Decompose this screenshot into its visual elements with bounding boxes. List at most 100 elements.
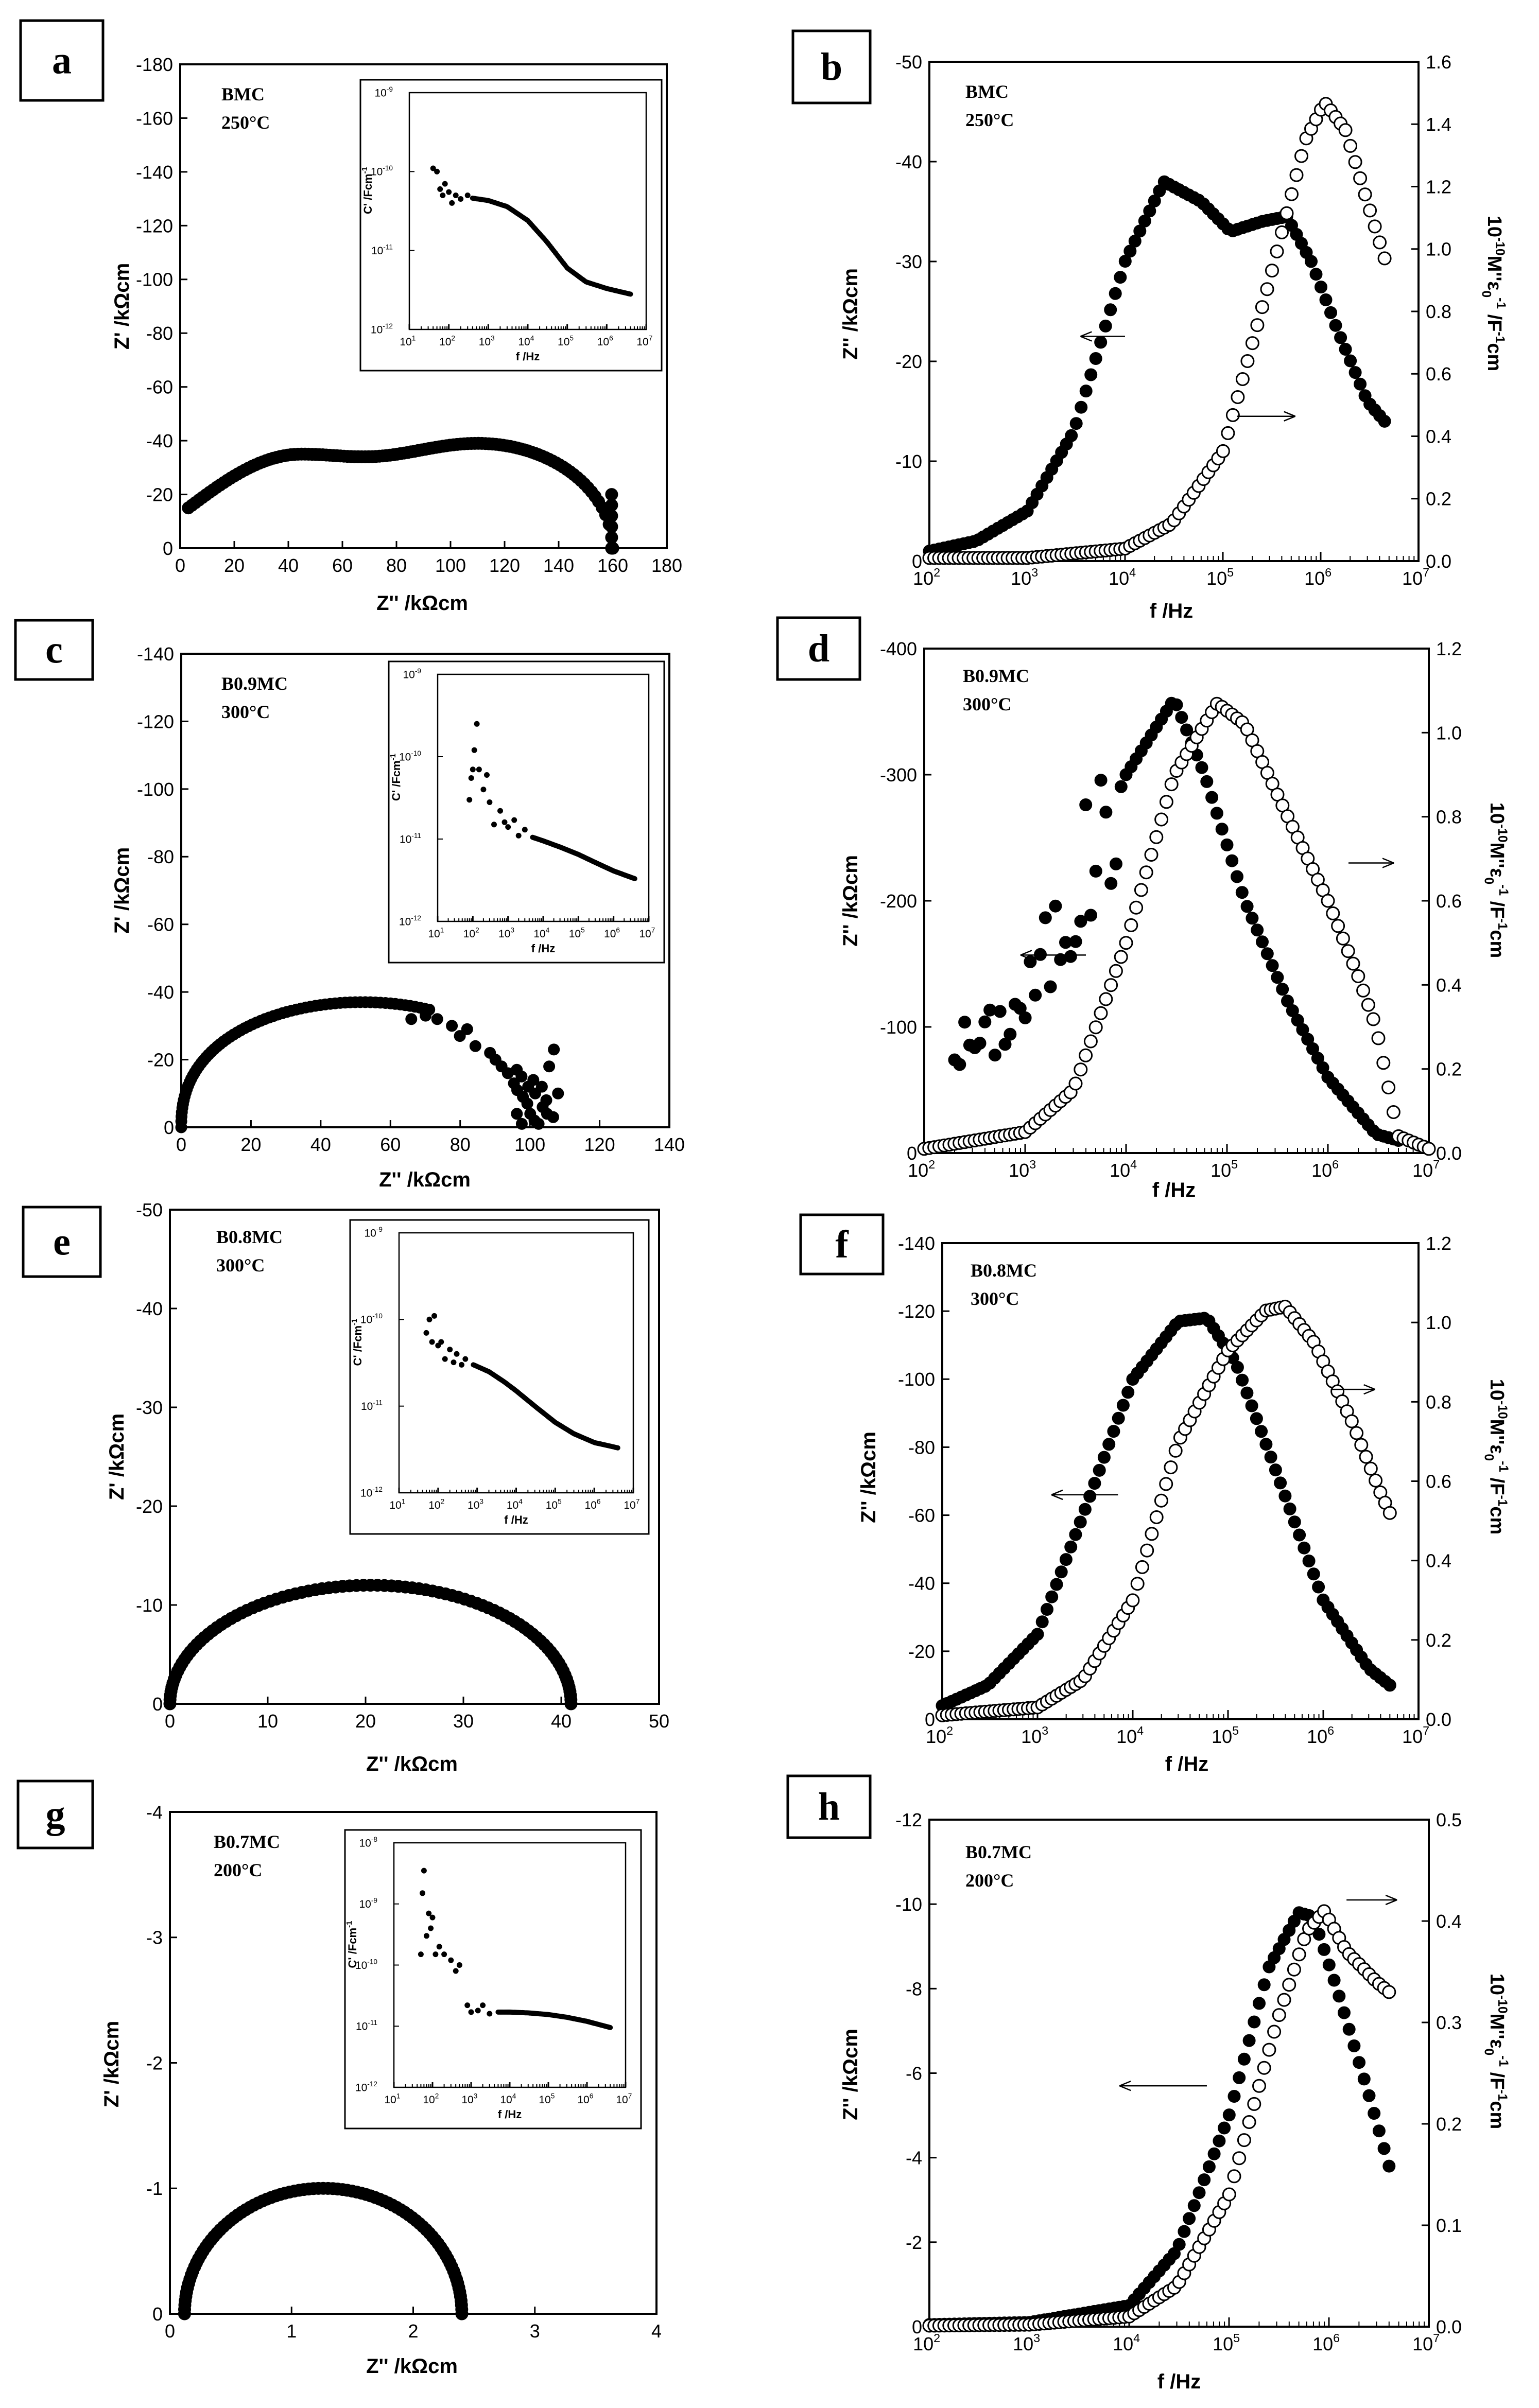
y-tick-label: -140	[136, 162, 173, 183]
data-point	[543, 1060, 556, 1073]
modulus-point	[1144, 848, 1158, 862]
impedance-point	[1104, 877, 1118, 890]
modulus-point	[1104, 978, 1118, 992]
inset-point	[428, 1925, 434, 1931]
y2-axis-title: 10-10M''ε0-1 /F-1cm	[1482, 1379, 1511, 1535]
inset-point	[487, 2011, 493, 2017]
inset-point	[429, 1339, 435, 1345]
panel-label-box	[786, 1774, 872, 1839]
y2-tick-label: 1.2	[1426, 176, 1451, 197]
impedance-point	[1264, 1451, 1277, 1464]
impedance-point	[1322, 1958, 1336, 1971]
impedance-point	[1195, 761, 1208, 774]
inset-capacitance-plot: 101 102 103 104 105 106 10710-1210-1110-1010-9…	[388, 660, 665, 964]
impedance-point	[1178, 2225, 1191, 2238]
x-tick-label: 104	[1116, 1724, 1144, 1747]
modulus-point	[1292, 1947, 1306, 1962]
x-axis-title: f /Hz	[1150, 600, 1193, 622]
impedance-point	[1293, 1528, 1306, 1542]
temperature-label: 300°C	[221, 702, 270, 722]
sample-title: B0.9MC	[221, 673, 288, 694]
modulus-point	[1363, 203, 1377, 218]
y2-tick-label: 0.5	[1436, 1809, 1462, 1830]
inset-point	[468, 775, 474, 781]
modulus-point	[1373, 235, 1387, 250]
y-tick-label: -100	[137, 779, 174, 800]
impedance-point	[1172, 2238, 1186, 2251]
modulus-point	[1277, 1993, 1291, 2007]
modulus-point	[1245, 336, 1259, 351]
plot-frame	[941, 1242, 1420, 1720]
x-tick-label: 0	[165, 2320, 175, 2342]
modulus-point	[1267, 2025, 1282, 2039]
panel-label: c	[45, 629, 63, 672]
impedance-point	[1187, 2199, 1201, 2212]
inset-point	[459, 1362, 464, 1368]
modulus-point	[1272, 2008, 1286, 2022]
impedance-point	[1064, 950, 1077, 963]
inset-point	[464, 2002, 471, 2009]
modulus-point	[1353, 171, 1368, 185]
impedance-point	[1362, 2089, 1376, 2102]
x-axis-title: Z'' /kΩcm	[366, 2355, 458, 2378]
y-tick-label: -8	[906, 1978, 922, 1999]
x-tick-label: 104	[1110, 1158, 1137, 1181]
impedance-point	[1250, 1412, 1263, 1425]
panel-c: c B0.9MC 300°C 0 20 40 60 80 100 120 140 0 -20 -40 -60…	[14, 619, 685, 1191]
impedance-point	[1235, 886, 1249, 899]
y-tick-label: -30	[136, 1397, 163, 1418]
impedance-point	[1050, 1578, 1063, 1591]
y2-tick-label: 0.6	[1436, 891, 1462, 912]
impedance-point	[1248, 2015, 1261, 2029]
x-tick-label: 105	[569, 927, 585, 940]
impedance-point	[1069, 417, 1083, 430]
modulus-point	[1109, 964, 1123, 978]
inset-point	[421, 1868, 427, 1874]
arrow-left-axis-head	[1051, 1489, 1063, 1500]
y-tick-label: -12	[895, 1809, 922, 1830]
y-axis-title: Z'' /kΩcm	[839, 855, 862, 947]
plot-frame	[169, 1209, 660, 1705]
y2-tick-label: 0.0	[1426, 551, 1451, 572]
modulus-point	[1154, 1493, 1168, 1508]
sample-title: B0.8MC	[216, 1227, 283, 1247]
y-tick-label: -1	[146, 2178, 163, 2199]
x-tick-label: 50	[649, 1711, 669, 1732]
inset-frame	[344, 1829, 642, 2130]
data-point	[521, 1097, 533, 1110]
x-axis-title: Z'' /kΩcm	[376, 592, 468, 615]
inset-x-axis-title: f /Hz	[504, 1513, 528, 1526]
data-point	[535, 1080, 548, 1093]
impedance-point	[1084, 368, 1098, 381]
modulus-point	[1257, 2061, 1271, 2075]
modulus-point	[1336, 931, 1350, 946]
y2-tick-label: 1.2	[1436, 638, 1462, 659]
inset-point	[430, 165, 436, 171]
data-point	[527, 1074, 540, 1086]
temperature-label: 200°C	[965, 1870, 1014, 1891]
y2-tick-label: 0.2	[1426, 488, 1451, 510]
panel-label-box	[776, 616, 861, 681]
y-tick-label: -300	[880, 764, 917, 786]
x-tick-label: 106	[577, 2092, 593, 2106]
modulus-point	[1099, 992, 1113, 1006]
x-tick-label: 140	[654, 1134, 685, 1155]
impedance-point	[1114, 271, 1127, 284]
impedance-point	[1192, 2186, 1206, 2200]
x-tick-label: 120	[489, 555, 520, 576]
x-tick-label: 106	[1312, 2331, 1340, 2354]
inset-point	[435, 1342, 441, 1349]
impedance-point	[1236, 1373, 1249, 1387]
inset-point	[511, 817, 517, 823]
impedance-point	[978, 1015, 992, 1028]
modulus-point	[1321, 894, 1335, 908]
impedance-point	[1312, 1580, 1325, 1594]
modulus-point	[1129, 900, 1144, 915]
x-tick-label: 103	[1021, 1724, 1048, 1747]
impedance-point	[1089, 864, 1102, 878]
modulus-point	[1119, 936, 1133, 950]
y-tick-label: -160	[136, 108, 173, 129]
modulus-point	[1159, 1477, 1173, 1491]
modulus-point	[1354, 1438, 1369, 1452]
